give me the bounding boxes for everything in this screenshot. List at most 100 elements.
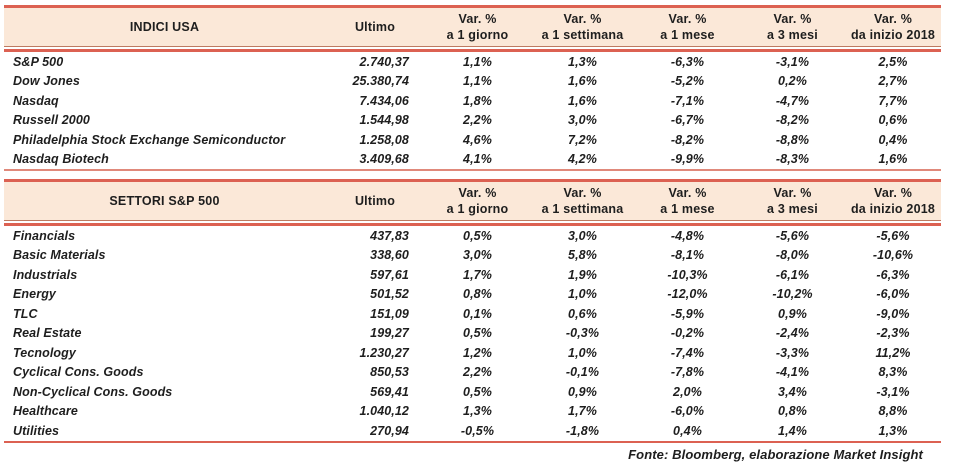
var-value: 2,2% — [463, 365, 492, 380]
table-row: Philadelphia Stock Exchange Semiconducto… — [4, 130, 941, 150]
var-label: Var. % — [563, 12, 602, 26]
var-value: 11,2% — [875, 345, 911, 360]
var-value: 2,0% — [673, 384, 702, 399]
ultimo-value: 270,94 — [370, 423, 409, 438]
period-label: a 1 giorno — [446, 28, 509, 42]
ultimo-value: 151,09 — [370, 306, 409, 321]
var-value: -8,8% — [775, 132, 810, 147]
var-value: -7,8% — [670, 365, 705, 380]
var-value: -0,2% — [670, 326, 705, 341]
var-value: 1,6% — [878, 152, 908, 167]
table-bottom-rule — [4, 440, 941, 443]
settori-sp500-table: SETTORI S&P 500 Ultimo Var. % a 1 giorno… — [4, 179, 959, 443]
var-inizio-2018-header: Var. % da inizio 2018 — [845, 185, 941, 217]
row-label: Industrials — [13, 267, 78, 282]
var-value: 1,1% — [463, 54, 492, 69]
var-value: 0,9% — [778, 306, 807, 321]
period-label: a 1 settimana — [541, 28, 624, 42]
var-value: -5,6% — [775, 228, 810, 243]
ultimo-value: 1.258,08 — [359, 132, 409, 147]
row-label: Basic Materials — [13, 248, 106, 263]
indici-usa-body: S&P 500 2.740,37 1,1% 1,3% -6,3% -3,1% 2,5% Dow… — [4, 52, 959, 169]
table-row: S&P 500 2.740,37 1,1% 1,3% -6,3% -3,1% 2,5% — [4, 52, 941, 72]
var-value: 2,2% — [463, 113, 492, 128]
var-label: Var. % — [873, 12, 913, 26]
var-value: 1,3% — [463, 404, 492, 419]
var-value: 0,2% — [778, 74, 807, 89]
var-value: 1,0% — [568, 287, 597, 302]
var-value: 4,2% — [568, 152, 597, 167]
row-label: Nasdaq — [13, 93, 59, 108]
var-value: 0,1% — [463, 306, 492, 321]
var-value: 1,8% — [463, 93, 492, 108]
row-label: Philadelphia Stock Exchange Semiconducto… — [13, 132, 286, 147]
period-label: da inizio 2018 — [850, 28, 936, 42]
ultimo-value: 25.380,74 — [352, 74, 409, 89]
period-label: a 1 mese — [660, 202, 715, 216]
var-value: -6,7% — [670, 113, 705, 128]
var-value: -0,1% — [565, 365, 600, 380]
ultimo-value: 501,52 — [370, 287, 409, 302]
var-value: 1,2% — [463, 345, 492, 360]
row-label: Tecnology — [13, 345, 76, 360]
row-label: Russell 2000 — [13, 113, 90, 128]
var-value: 7,7% — [878, 93, 908, 108]
var-1-mese-header: Var. % a 1 mese — [635, 11, 740, 43]
var-value: -6,3% — [670, 54, 705, 69]
var-value: 2,7% — [878, 74, 908, 89]
ultimo-value: 7.434,06 — [359, 93, 409, 108]
period-label: a 3 mesi — [767, 28, 818, 42]
var-value: 8,3% — [878, 365, 908, 380]
var-value: 4,1% — [463, 152, 492, 167]
var-value: 0,6% — [878, 113, 908, 128]
ultimo-value: 597,61 — [370, 267, 409, 282]
row-label: Energy — [13, 287, 56, 302]
var-value: 2,5% — [878, 54, 908, 69]
row-label: S&P 500 — [13, 54, 64, 69]
var-label: Var. % — [458, 186, 497, 200]
table-row: Healthcare 1.040,12 1,3% 1,7% -6,0% 0,8% 8,8% — [4, 402, 941, 422]
ultimo-value: 338,60 — [370, 248, 409, 263]
var-value: -6,1% — [775, 267, 810, 282]
row-label: Financials — [13, 228, 76, 243]
var-1-giorno-header: Var. % a 1 giorno — [425, 11, 530, 43]
var-value: 0,6% — [568, 306, 597, 321]
var-value: 3,4% — [778, 384, 807, 399]
var-value: -8,1% — [670, 248, 705, 263]
period-label: a 1 mese — [660, 28, 715, 42]
header-separator-rule — [4, 220, 941, 226]
indici-usa-table: INDICI USA Ultimo Var. % a 1 giorno Var.… — [4, 5, 959, 171]
row-label: Non-Cyclical Cons. Goods — [13, 384, 173, 399]
row-label: Nasdaq Biotech — [13, 152, 109, 167]
settori-body: Financials 437,83 0,5% 3,0% -4,8% -5,6% -5,6% B… — [4, 226, 959, 441]
source-note: Fonte: Bloomberg, elaborazione Market In… — [628, 446, 923, 462]
table-row: Real Estate 199,27 0,5% -0,3% -0,2% -2,4% -2,3… — [4, 324, 941, 344]
var-inizio-2018-header: Var. % da inizio 2018 — [845, 11, 941, 43]
var-value: 3,0% — [568, 228, 597, 243]
var-value: -7,4% — [670, 345, 705, 360]
table-row: Basic Materials 338,60 3,0% 5,8% -8,1% -8,0% -… — [4, 246, 941, 266]
var-value: 5,8% — [568, 248, 597, 263]
var-1-settimana-header: Var. % a 1 settimana — [530, 185, 635, 217]
var-value: -5,9% — [670, 306, 705, 321]
settori-header-row: SETTORI S&P 500 Ultimo Var. % a 1 giorno… — [4, 182, 941, 220]
var-value: 0,9% — [568, 384, 597, 399]
var-label: Var. % — [773, 12, 812, 26]
period-label: a 1 giorno — [446, 202, 509, 216]
ultimo-value: 3.409,68 — [359, 152, 409, 167]
var-value: 1,9% — [568, 267, 597, 282]
var-value: 1,7% — [463, 267, 492, 282]
table-top-rule — [4, 179, 941, 182]
var-value: -6,3% — [876, 267, 910, 282]
row-label: Healthcare — [13, 404, 78, 419]
var-value: -5,2% — [670, 74, 705, 89]
var-value: -4,7% — [775, 93, 810, 108]
var-value: 1,6% — [568, 93, 597, 108]
row-label: Cyclical Cons. Goods — [13, 365, 144, 380]
var-value: -8,0% — [775, 248, 810, 263]
var-3-mesi-header: Var. % a 3 mesi — [740, 185, 845, 217]
var-value: -0,3% — [565, 326, 600, 341]
ultimo-column-header: Ultimo — [354, 194, 396, 208]
period-label: a 3 mesi — [767, 202, 818, 216]
